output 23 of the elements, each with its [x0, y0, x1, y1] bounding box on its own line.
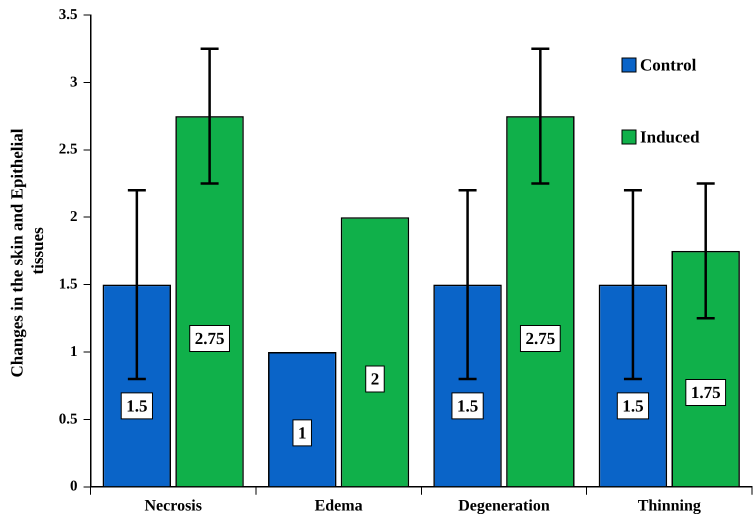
y-tick-label: 2 [70, 209, 78, 226]
y-tick-label: 1.5 [58, 276, 78, 292]
legend-label: Induced [640, 127, 700, 146]
x-tick-label: Edema [314, 498, 363, 515]
data-label: 2.75 [194, 328, 224, 348]
x-tick-label: Degeneration [458, 498, 550, 515]
y-tick-label: 0 [70, 478, 78, 495]
y-axis-title: Changes in the skin and Epithelial tissues [8, 124, 47, 378]
x-tick-label: Necrosis [144, 498, 202, 515]
data-label: 2 [370, 369, 380, 388]
y-tick-label: 2.5 [58, 142, 78, 158]
y-tick-label: 3.5 [58, 6, 78, 23]
y-tick-label: 0.5 [58, 411, 78, 428]
data-label: 1.5 [622, 396, 644, 416]
data-label: 1.5 [456, 396, 478, 416]
x-tick-label: Thinning [638, 498, 701, 515]
data-label: 1.75 [690, 382, 721, 402]
legend-label: Control [640, 55, 697, 74]
y-tick-label: 1 [70, 344, 78, 360]
data-label: 2.75 [525, 328, 556, 348]
data-label: 1.5 [126, 396, 148, 416]
data-label: 1 [298, 423, 306, 442]
y-tick-label: 3 [70, 74, 78, 90]
